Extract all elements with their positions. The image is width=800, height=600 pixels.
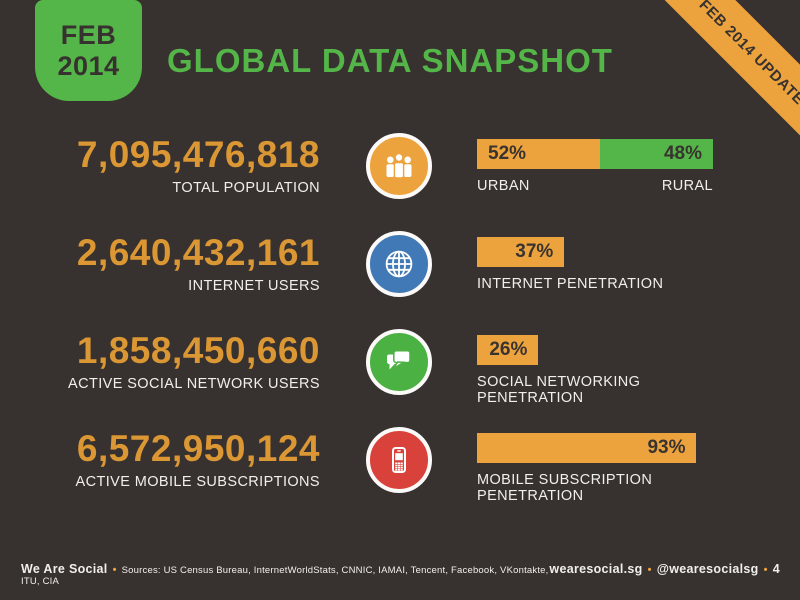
stat-row-social: 1,858,450,660 ACTIVE SOCIAL NETWORK USER…: [0, 329, 800, 430]
internet-penetration-segment: 37%: [477, 237, 565, 267]
stat-row-mobile: 6,572,950,124 ACTIVE MOBILE SUBSCRIPTION…: [0, 427, 800, 528]
date-badge-year: 2014: [57, 50, 120, 81]
urban-label: URBAN: [477, 178, 530, 194]
mobile-penetration-bar: 93%: [477, 433, 713, 463]
sources-text: Sources: US Census Bureau, InternetWorld…: [21, 565, 549, 587]
footer-separator-dot: •: [647, 564, 652, 576]
social-penetration-bar: 26%: [477, 335, 713, 365]
brand-name: We Are Social: [21, 562, 108, 576]
stat-row-population: 7,095,476,818 TOTAL POPULATION: [0, 133, 800, 234]
social-users-label: ACTIVE SOCIAL NETWORK USERS: [68, 376, 320, 392]
population-icon-circle: [365, 133, 432, 199]
population-label: TOTAL POPULATION: [172, 180, 320, 196]
internet-users-value: 2,640,432,161: [76, 232, 320, 273]
footer: We Are Social • Sources: US Census Bureau,…: [21, 562, 780, 587]
mobile-phone-icon: [391, 447, 406, 473]
date-badge: FEB 2014: [35, 0, 142, 101]
mobile-penetration-label: MOBILE SUBSCRIPTION PENETRATION: [477, 472, 653, 504]
social-penetration-label: SOCIAL NETWORKING PENETRATION: [477, 374, 641, 406]
social-penetration-segment: 26%: [477, 335, 539, 365]
stats-section: 7,095,476,818 TOTAL POPULATION: [0, 133, 800, 528]
page-title: GLOBAL DATA SNAPSHOT: [167, 42, 613, 79]
globe-icon: [385, 250, 412, 278]
footer-separator-dot: •: [763, 564, 768, 576]
date-badge-month: FEB: [60, 19, 117, 50]
stat-row-internet: 2,640,432,161 INTERNET USERS: [0, 231, 800, 332]
internet-penetration-percent: 37%: [515, 241, 554, 262]
footer-separator-dot: •: [112, 564, 117, 576]
internet-penetration-label: INTERNET PENETRATION: [477, 276, 664, 292]
social-icon-circle: [365, 329, 432, 395]
urban-rural-bar: 52% 48%: [477, 139, 713, 169]
rural-label: RURAL: [661, 178, 713, 194]
mobile-subs-label: ACTIVE MOBILE SUBSCRIPTIONS: [75, 474, 320, 490]
people-icon: [386, 152, 411, 179]
rural-bar-segment: 48%: [599, 139, 713, 169]
internet-penetration-bar: 37%: [477, 237, 713, 267]
page-number: 4: [772, 562, 780, 576]
population-value: 7,095,476,818: [76, 134, 320, 175]
internet-icon-circle: [365, 231, 432, 297]
mobile-penetration-segment: 93%: [477, 433, 697, 463]
chat-bubbles-icon: [386, 350, 411, 370]
mobile-subs-value: 6,572,950,124: [76, 428, 320, 469]
social-penetration-percent: 26%: [489, 339, 528, 360]
mobile-icon-circle: [365, 427, 432, 493]
urban-bar-segment: 52%: [477, 139, 600, 169]
internet-users-label: INTERNET USERS: [188, 278, 320, 294]
social-users-value: 1,858,450,660: [76, 330, 320, 371]
urban-percent: 52%: [488, 143, 527, 164]
rural-percent: 48%: [663, 143, 702, 164]
website-link: wearesocial.sg: [549, 562, 643, 576]
mobile-penetration-percent: 93%: [647, 437, 686, 458]
twitter-handle: @wearesocialsg: [656, 562, 759, 576]
